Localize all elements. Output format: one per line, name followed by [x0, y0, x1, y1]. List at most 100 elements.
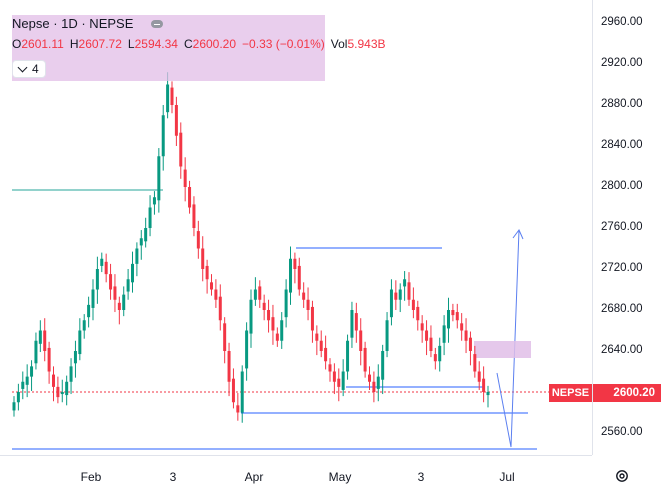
candle-body: [25, 376, 29, 385]
price-scale[interactable]: 2960.00 2920.00 2880.00 2840.00 2800.00 2760.…: [592, 0, 668, 455]
candle-body: [429, 337, 433, 351]
candle-body: [188, 187, 192, 208]
candle-body: [240, 371, 244, 413]
close-label: C: [183, 37, 193, 51]
candle-body: [210, 282, 213, 290]
candle-body: [192, 204, 196, 228]
candle-body: [447, 310, 450, 329]
candle-body: [16, 392, 20, 403]
candle-body: [170, 87, 174, 105]
candle-body: [205, 265, 209, 280]
candle-body: [407, 282, 411, 300]
candles: [12, 72, 490, 423]
candle-body: [95, 269, 99, 290]
symbol-badge: NEPSE: [549, 384, 592, 402]
candle-body: [284, 289, 288, 318]
candle-body: [433, 354, 437, 362]
symbol-title-row[interactable]: Nepse · 1D · NEPSE: [12, 14, 386, 34]
candle-body: [350, 310, 354, 338]
candle-body: [398, 289, 402, 300]
price-chart[interactable]: [0, 0, 592, 455]
price-tick-label: 2840.00: [601, 139, 643, 151]
candle-body: [249, 299, 253, 334]
candle-body: [152, 197, 156, 205]
time-label: 3: [417, 470, 425, 484]
open-value: 2601.11: [21, 37, 64, 51]
price-tick-label: 2760.00: [601, 221, 643, 233]
candle-body: [468, 337, 472, 351]
candle-body: [148, 207, 152, 228]
high-label: H: [69, 37, 79, 51]
candle-body: [131, 263, 134, 283]
low-label: L: [127, 37, 135, 51]
candle-body: [21, 381, 25, 389]
candle-body: [236, 405, 240, 413]
price-tick-label: 2560.00: [601, 426, 643, 438]
candle-body: [306, 299, 310, 310]
candle-body: [65, 381, 69, 396]
legend: Nepse · 1D · NEPSE O2601.11 H2607.72 L25…: [12, 14, 386, 78]
candle-body: [253, 289, 257, 300]
candle-body: [337, 378, 341, 387]
time-scale[interactable]: Feb 3 Apr May 3 Jul: [0, 455, 592, 491]
price-tick-label: 2800.00: [601, 180, 643, 192]
candle-body: [100, 258, 104, 266]
candle-body: [416, 306, 420, 321]
candle-body: [302, 292, 306, 300]
candle-body: [174, 105, 178, 136]
candle-body: [73, 351, 77, 364]
close-value: 2600.20: [192, 37, 237, 51]
candle-body: [104, 261, 108, 275]
candle-body: [425, 330, 429, 341]
candle-body: [310, 306, 314, 331]
candle-body: [117, 302, 121, 310]
candle-body: [12, 402, 16, 411]
arrow-drawing: [496, 229, 520, 448]
chart-pane[interactable]: Nepse · 1D · NEPSE O2601.11 H2607.72 L25…: [0, 0, 592, 455]
arrow-head: [512, 229, 524, 240]
candle-body: [38, 330, 42, 344]
candle-body: [455, 312, 459, 321]
drawings: [12, 189, 592, 450]
candle-body: [341, 371, 345, 390]
vol-label: Vol: [330, 37, 348, 51]
price-tick-label: 2720.00: [601, 262, 643, 274]
candle-body: [82, 320, 86, 331]
candle-body: [267, 310, 271, 321]
candle-body: [179, 132, 183, 167]
minus-icon[interactable]: [151, 20, 164, 28]
candle-body: [381, 351, 385, 380]
high-value: 2607.72: [78, 37, 122, 51]
candle-body: [60, 392, 64, 395]
candle-body: [293, 258, 297, 269]
candle-body: [363, 347, 367, 372]
candle-body: [258, 286, 262, 300]
indicators-toggle[interactable]: 4: [12, 60, 46, 78]
candle-body: [346, 340, 350, 372]
candle-body: [144, 228, 148, 242]
candle-body: [218, 296, 222, 321]
candle-body: [245, 330, 249, 369]
price-tick-label: 2960.00: [601, 16, 643, 28]
legend-highlight: [12, 15, 325, 81]
time-label: May: [328, 470, 352, 484]
candle-body: [389, 289, 393, 318]
candle-body: [442, 325, 446, 343]
candle-body: [332, 371, 336, 382]
gear-icon[interactable]: [614, 468, 630, 484]
candle-body: [43, 330, 47, 351]
candle-body: [135, 248, 139, 264]
candle-body: [438, 345, 442, 362]
symbol-title[interactable]: Nepse · 1D · NEPSE: [12, 16, 134, 31]
candle-body: [47, 347, 51, 372]
price-tick-label: 2680.00: [601, 303, 643, 315]
candle-body: [122, 294, 126, 310]
price-tick-label: 2640.00: [601, 344, 643, 356]
candle-body: [473, 354, 477, 372]
low-value: 2594.34: [134, 37, 178, 51]
candle-body: [385, 320, 389, 351]
candle-body: [411, 299, 415, 310]
time-label: Apr: [244, 470, 264, 484]
ohlc-row: O2601.11 H2607.72 L2594.34 C2600.20 −0.3…: [12, 34, 386, 54]
candle-body: [420, 323, 424, 331]
